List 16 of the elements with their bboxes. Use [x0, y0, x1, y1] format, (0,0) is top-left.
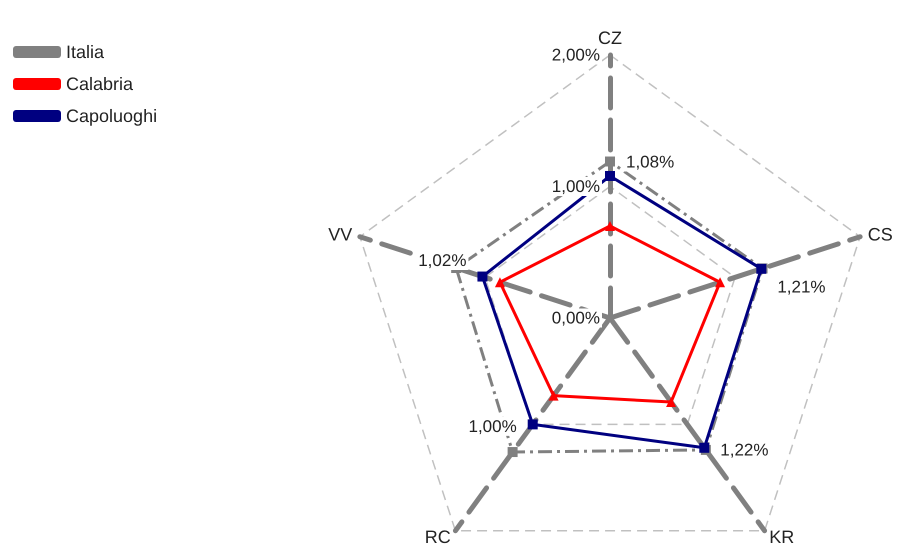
data-label: 1,02%	[418, 251, 466, 270]
y-tick-label: 1,00%	[552, 177, 600, 196]
y-tick-label: 2,00%	[552, 46, 600, 64]
spoke-label: RC	[424, 527, 451, 548]
spoke-label: VV	[328, 224, 352, 244]
spoke-label: CS	[868, 224, 893, 244]
data-label: 1,00%	[468, 416, 517, 436]
legend-label: Italia	[66, 42, 106, 62]
data-label: 1,21%	[777, 277, 826, 296]
spoke-label: KR	[769, 527, 794, 548]
data-label: 1,22%	[720, 440, 768, 460]
legend-label: Capoluoghi	[66, 106, 158, 126]
data-label: 1,08%	[626, 152, 674, 172]
legend-label: Calabria	[66, 74, 134, 94]
spoke-label: CZ	[598, 28, 622, 48]
y-tick-label: 0,00%	[552, 308, 600, 328]
